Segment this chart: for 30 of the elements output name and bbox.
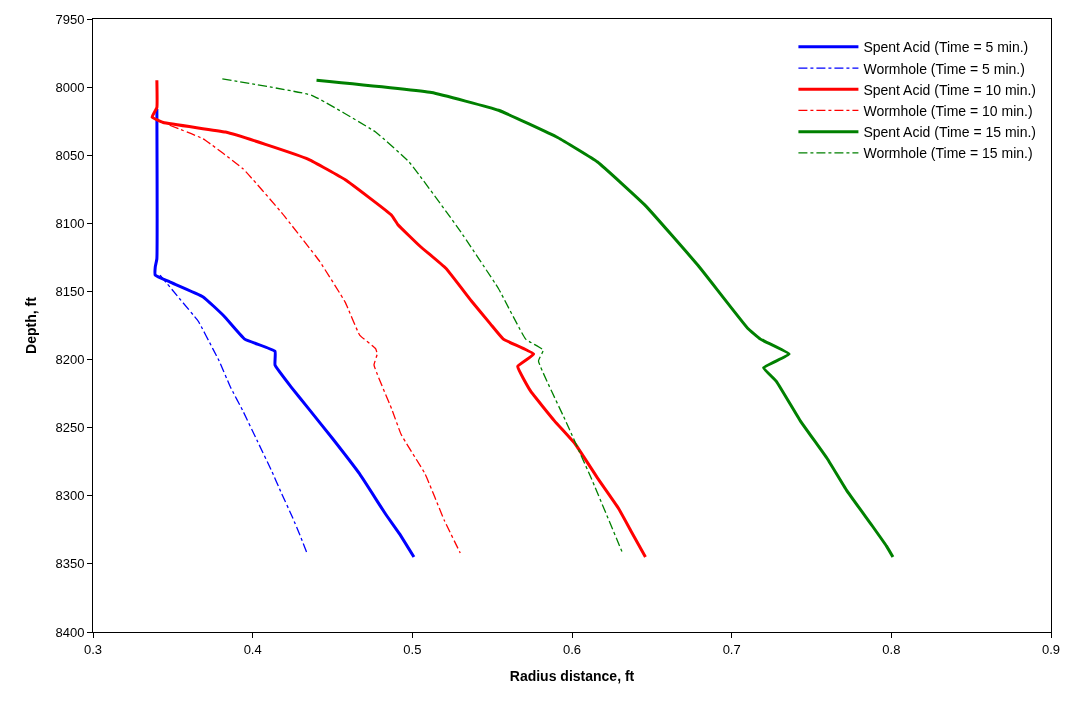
y-tick-label: 8350: [55, 556, 85, 572]
y-tick-label: 7950: [55, 11, 85, 27]
legend-label: Wormhole (Time = 10 min.): [863, 102, 1033, 119]
y-tick-label: 8300: [55, 488, 85, 504]
legend-label: Spent Acid (Time = 10 min.): [863, 81, 1037, 98]
line-series: [221, 78, 624, 555]
x-tick-label: 0.8: [882, 641, 901, 657]
y-tick-label: 8000: [55, 79, 85, 95]
x-tick-label: 0.6: [562, 641, 582, 657]
legend-label: Spent Acid (Time = 5 min.): [863, 39, 1029, 56]
y-tick-label: 8050: [55, 147, 85, 163]
y-tick-label: 8150: [55, 283, 85, 299]
y-tick-label: 8400: [55, 624, 85, 640]
line-series: [159, 274, 308, 554]
legend-label: Wormhole (Time = 5 min.): [863, 60, 1025, 77]
x-tick-label: 0.7: [722, 641, 741, 657]
y-tick-label: 8100: [55, 215, 85, 231]
x-tick-label: 0.5: [403, 641, 422, 657]
legend-label: Spent Acid (Time = 15 min.): [863, 124, 1037, 141]
line-series: [168, 124, 461, 554]
line-series: [153, 107, 416, 559]
legend-label: Wormhole (Time = 15 min.): [863, 145, 1033, 162]
line-series: [150, 78, 647, 559]
x-tick-label: 0.3: [83, 641, 103, 657]
x-axis-title: Radius distance, ft: [509, 667, 635, 684]
y-tick-label: 8250: [55, 420, 85, 436]
x-tick-label: 0.9: [1041, 641, 1061, 657]
y-axis-title: Depth, ft: [23, 296, 40, 354]
x-tick-label: 0.4: [243, 641, 262, 657]
y-tick-label: 8200: [55, 352, 85, 368]
